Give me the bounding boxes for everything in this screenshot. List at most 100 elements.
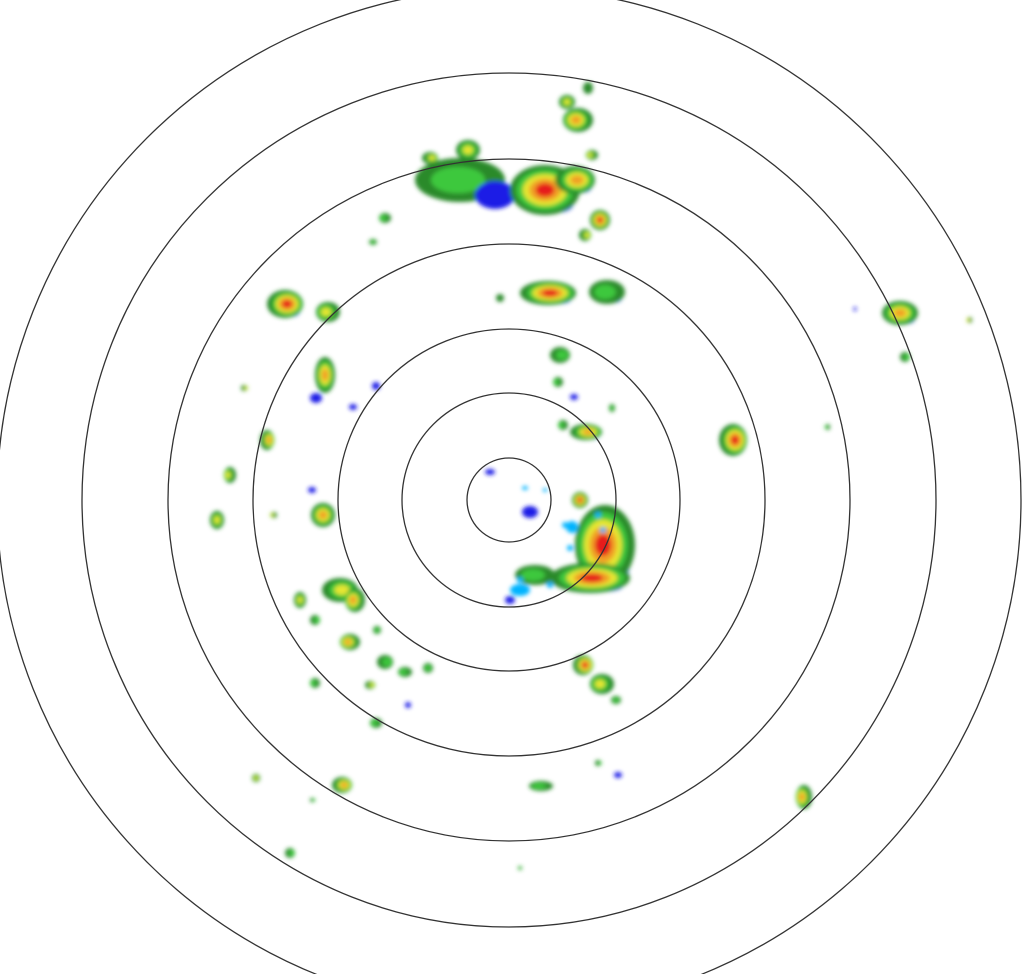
echo-cell [423, 663, 433, 673]
echo-cell [853, 307, 857, 311]
echo-intensity-2 [583, 82, 593, 94]
echo-cell [210, 511, 224, 529]
echo-cell [308, 487, 316, 493]
echo-cell [590, 210, 610, 230]
echo-intensity-4 [428, 155, 436, 161]
echo-intensity-5 [571, 116, 581, 124]
echo-intensity-3 [310, 680, 316, 686]
echo-cell [310, 798, 316, 802]
echo-cell [496, 294, 504, 302]
echo-cell [340, 634, 360, 650]
echo-cell [719, 424, 747, 456]
echo-cell [311, 503, 335, 527]
echo-cell [522, 506, 538, 518]
echo-intensity-2 [826, 424, 830, 430]
echo-cell [566, 521, 578, 533]
echo-cell [377, 655, 393, 669]
echo-intensity-3 [312, 798, 316, 802]
echo-intensity-5 [349, 596, 357, 604]
echo-intensity-0 [853, 307, 857, 311]
echo-intensity-0 [505, 596, 515, 604]
echo-intensity-4 [587, 152, 593, 158]
echo-intensity-3 [379, 215, 387, 221]
echo-cell [294, 592, 306, 608]
echo-intensity-1 [543, 488, 547, 492]
echo-intensity-6 [582, 662, 588, 668]
echo-intensity-4 [334, 584, 350, 596]
range-ring-2 [401, 392, 617, 608]
echo-cell [223, 467, 236, 483]
echo-cell [550, 347, 570, 363]
echo-intensity-5 [344, 639, 352, 645]
echo-weak [567, 545, 573, 551]
range-ring-4 [252, 243, 766, 757]
echo-intensity-3 [425, 665, 431, 671]
echo-cell [555, 166, 595, 194]
echo-intensity-5 [570, 175, 584, 185]
echo-intensity-4 [594, 679, 606, 689]
echo-cell [572, 492, 588, 508]
echo-intensity-3 [558, 422, 564, 428]
echo-intensity-4 [244, 386, 248, 390]
echo-intensity-4 [320, 307, 332, 317]
echo-cell [372, 382, 380, 390]
echo-cell [310, 393, 322, 403]
echo-intensity-1 [522, 486, 528, 490]
echo-cell [563, 108, 593, 132]
range-ring-1 [466, 457, 552, 543]
echo-intensity-4 [462, 145, 474, 155]
echo-cell [583, 82, 593, 94]
echo-cell [405, 702, 411, 708]
echo-cell [559, 95, 575, 109]
echo-cell [824, 424, 830, 430]
echo-intensity-0 [372, 382, 380, 390]
echo-intensity-5 [894, 309, 906, 317]
echo-cell [543, 488, 547, 492]
echo-cell [316, 302, 340, 322]
echo-cell [595, 760, 602, 766]
echo-cell [365, 681, 376, 689]
echo-cell [422, 152, 438, 164]
echo-cell [475, 181, 515, 209]
echo-cell [510, 584, 530, 596]
echo-cell [310, 678, 320, 688]
precipitation-echoes [210, 82, 972, 870]
echo-intensity-3 [370, 240, 376, 244]
echo-cell [349, 404, 357, 410]
echo-intensity-6 [581, 573, 603, 583]
echo-intensity-4 [584, 232, 590, 238]
echo-cell [520, 281, 576, 305]
echo-intensity-0 [614, 772, 622, 778]
echo-cell [522, 486, 528, 490]
echo-cell [267, 290, 303, 318]
echo-intensity-3 [374, 627, 380, 633]
echo-intensity-3 [598, 761, 602, 765]
echo-intensity-3 [518, 866, 522, 870]
echo-intensity-6 [282, 300, 292, 308]
echo-cell [609, 404, 615, 412]
echo-intensity-4 [254, 776, 258, 780]
echo-cell [241, 385, 249, 391]
echo-intensity-0 [308, 487, 316, 493]
echo-intensity-4 [225, 471, 231, 479]
echo-intensity-3 [904, 354, 910, 360]
echo-intensity-4 [270, 513, 274, 517]
echo-intensity-4 [369, 683, 375, 687]
echo-weak [547, 582, 553, 588]
echo-cell [373, 626, 381, 634]
echo-cell [515, 565, 555, 585]
echo-intensity-3 [521, 569, 545, 581]
echo-cell [370, 718, 382, 728]
echo-intensity-3 [610, 405, 614, 411]
echo-intensity-3 [531, 783, 547, 789]
echo-intensity-0 [310, 393, 322, 403]
range-ring-6 [81, 72, 937, 928]
echo-intensity-5 [321, 369, 329, 381]
echo-intensity-1 [566, 521, 578, 533]
echo-intensity-3 [370, 720, 378, 726]
echo-intensity-3 [431, 166, 485, 194]
echo-intensity-5 [799, 793, 805, 801]
echo-cell [573, 655, 594, 675]
echo-cell [614, 772, 622, 778]
